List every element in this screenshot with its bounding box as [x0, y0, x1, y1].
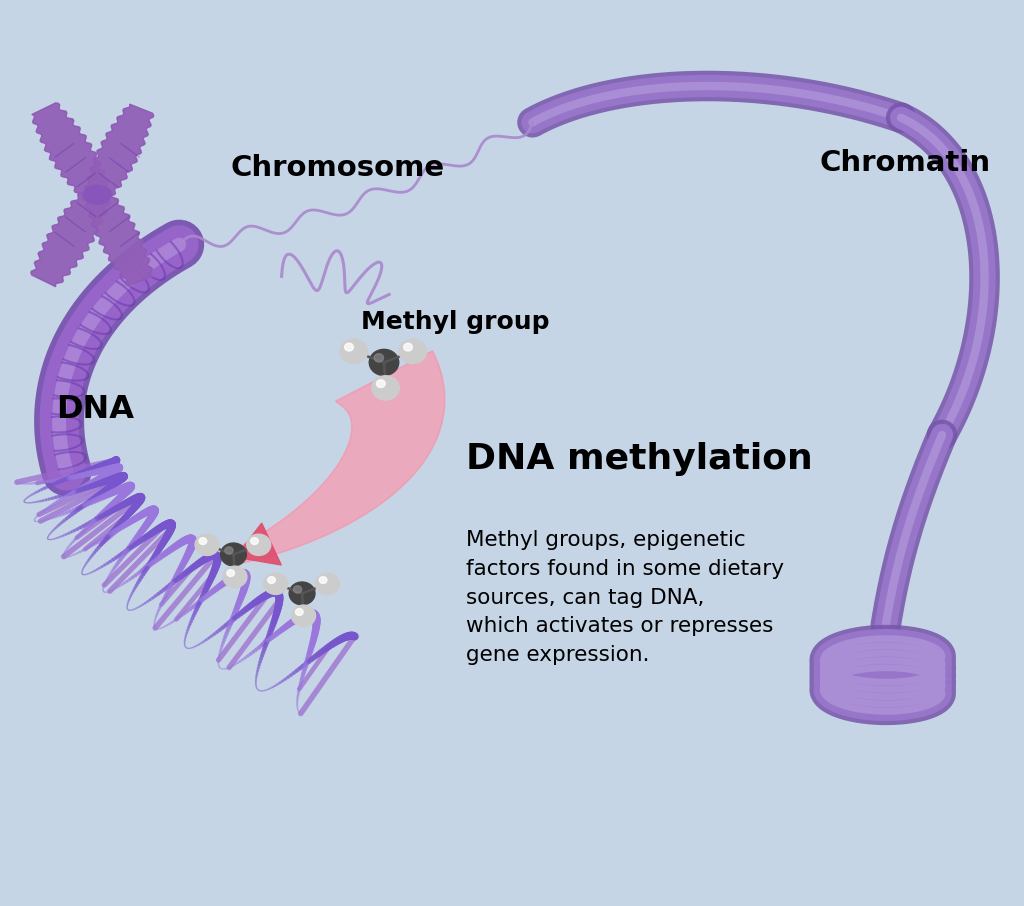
Circle shape — [267, 576, 275, 583]
Circle shape — [225, 547, 233, 554]
Circle shape — [292, 605, 315, 626]
Circle shape — [263, 573, 288, 594]
Polygon shape — [232, 351, 444, 564]
Text: Methyl groups, epigenetic
factors found in some dietary
sources, can tag DNA,
wh: Methyl groups, epigenetic factors found … — [466, 530, 784, 665]
Polygon shape — [85, 104, 154, 199]
Circle shape — [377, 380, 385, 388]
Circle shape — [315, 573, 339, 594]
Polygon shape — [32, 103, 110, 200]
Ellipse shape — [84, 186, 111, 204]
Circle shape — [399, 339, 427, 363]
Circle shape — [195, 535, 219, 555]
Polygon shape — [86, 190, 153, 285]
Polygon shape — [236, 523, 282, 565]
Circle shape — [340, 339, 368, 363]
Text: Chromosome: Chromosome — [230, 154, 444, 181]
Circle shape — [220, 543, 247, 566]
Polygon shape — [232, 351, 444, 564]
Circle shape — [403, 343, 413, 351]
Circle shape — [370, 350, 398, 375]
Circle shape — [345, 343, 353, 351]
Polygon shape — [32, 103, 110, 200]
Text: Chromatin: Chromatin — [819, 149, 990, 177]
Circle shape — [289, 582, 315, 605]
Circle shape — [251, 537, 258, 545]
Circle shape — [374, 353, 384, 362]
Text: DNA methylation: DNA methylation — [466, 441, 813, 476]
Circle shape — [294, 586, 302, 593]
Circle shape — [223, 566, 247, 587]
Circle shape — [199, 537, 207, 545]
Text: DNA: DNA — [56, 394, 134, 425]
Polygon shape — [86, 190, 153, 285]
Circle shape — [372, 376, 399, 400]
Circle shape — [319, 576, 327, 583]
Polygon shape — [85, 104, 154, 199]
Circle shape — [247, 535, 270, 555]
Text: Methyl group: Methyl group — [361, 310, 550, 333]
Polygon shape — [31, 189, 111, 286]
Polygon shape — [31, 189, 111, 286]
Circle shape — [227, 570, 234, 576]
Circle shape — [296, 609, 303, 615]
